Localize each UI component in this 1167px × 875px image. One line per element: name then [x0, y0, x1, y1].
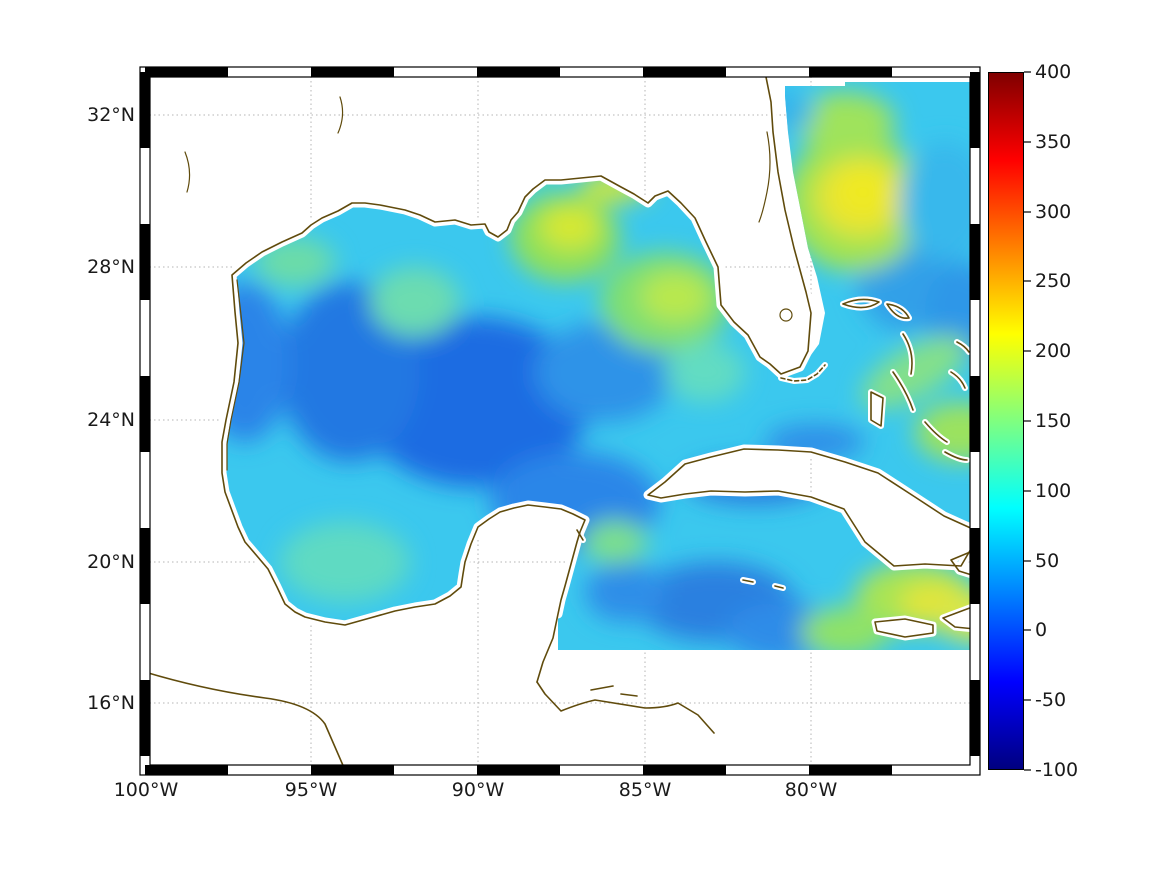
x-axis-label: 90°W — [451, 779, 505, 801]
coastline-mainland — [221, 71, 812, 683]
coastline-florida-keys — [780, 364, 826, 382]
coastline-bahamas — [842, 298, 970, 461]
y-axis-label: 16°N — [87, 692, 135, 714]
x-axis-label: 100°W — [113, 779, 179, 801]
colorbar-tick-label: -50 — [1035, 689, 1067, 711]
colorbar-ticks — [1024, 71, 1031, 771]
map — [144, 67, 980, 771]
colorbar-tick-label: 200 — [1035, 340, 1072, 362]
y-axis-label: 28°N — [87, 256, 135, 278]
y-axis-label: 20°N — [87, 551, 135, 573]
colorbar — [988, 72, 1024, 770]
colorbar-tick-label: 50 — [1035, 550, 1060, 572]
coastline-central-america — [144, 671, 715, 771]
y-axis-label: 32°N — [87, 104, 135, 126]
x-axis-label: 80°W — [784, 779, 838, 801]
map-frame — [139, 66, 981, 776]
colorbar-tick-label: -100 — [1035, 759, 1079, 781]
y-axis-label: 24°N — [87, 409, 135, 431]
coastline-jamaica-hispaniola — [874, 549, 976, 638]
colorbar-tick-label: 250 — [1035, 270, 1072, 292]
colorbar-tick-label: 300 — [1035, 201, 1072, 223]
colorbar-tick-label: 0 — [1035, 619, 1048, 641]
lake-okeechobee — [779, 308, 793, 322]
coastlines — [144, 71, 976, 771]
colorbar-tick-label: 100 — [1035, 480, 1072, 502]
x-axis-label: 85°W — [618, 779, 672, 801]
inland-rivers-lakes — [184, 96, 771, 471]
colorbar-tick-label: 350 — [1035, 131, 1072, 153]
x-axis-label: 95°W — [284, 779, 338, 801]
colorbar-tick-label: 150 — [1035, 410, 1072, 432]
coastline-small-islands — [576, 529, 784, 697]
colorbar-tick-label: 400 — [1035, 61, 1072, 83]
